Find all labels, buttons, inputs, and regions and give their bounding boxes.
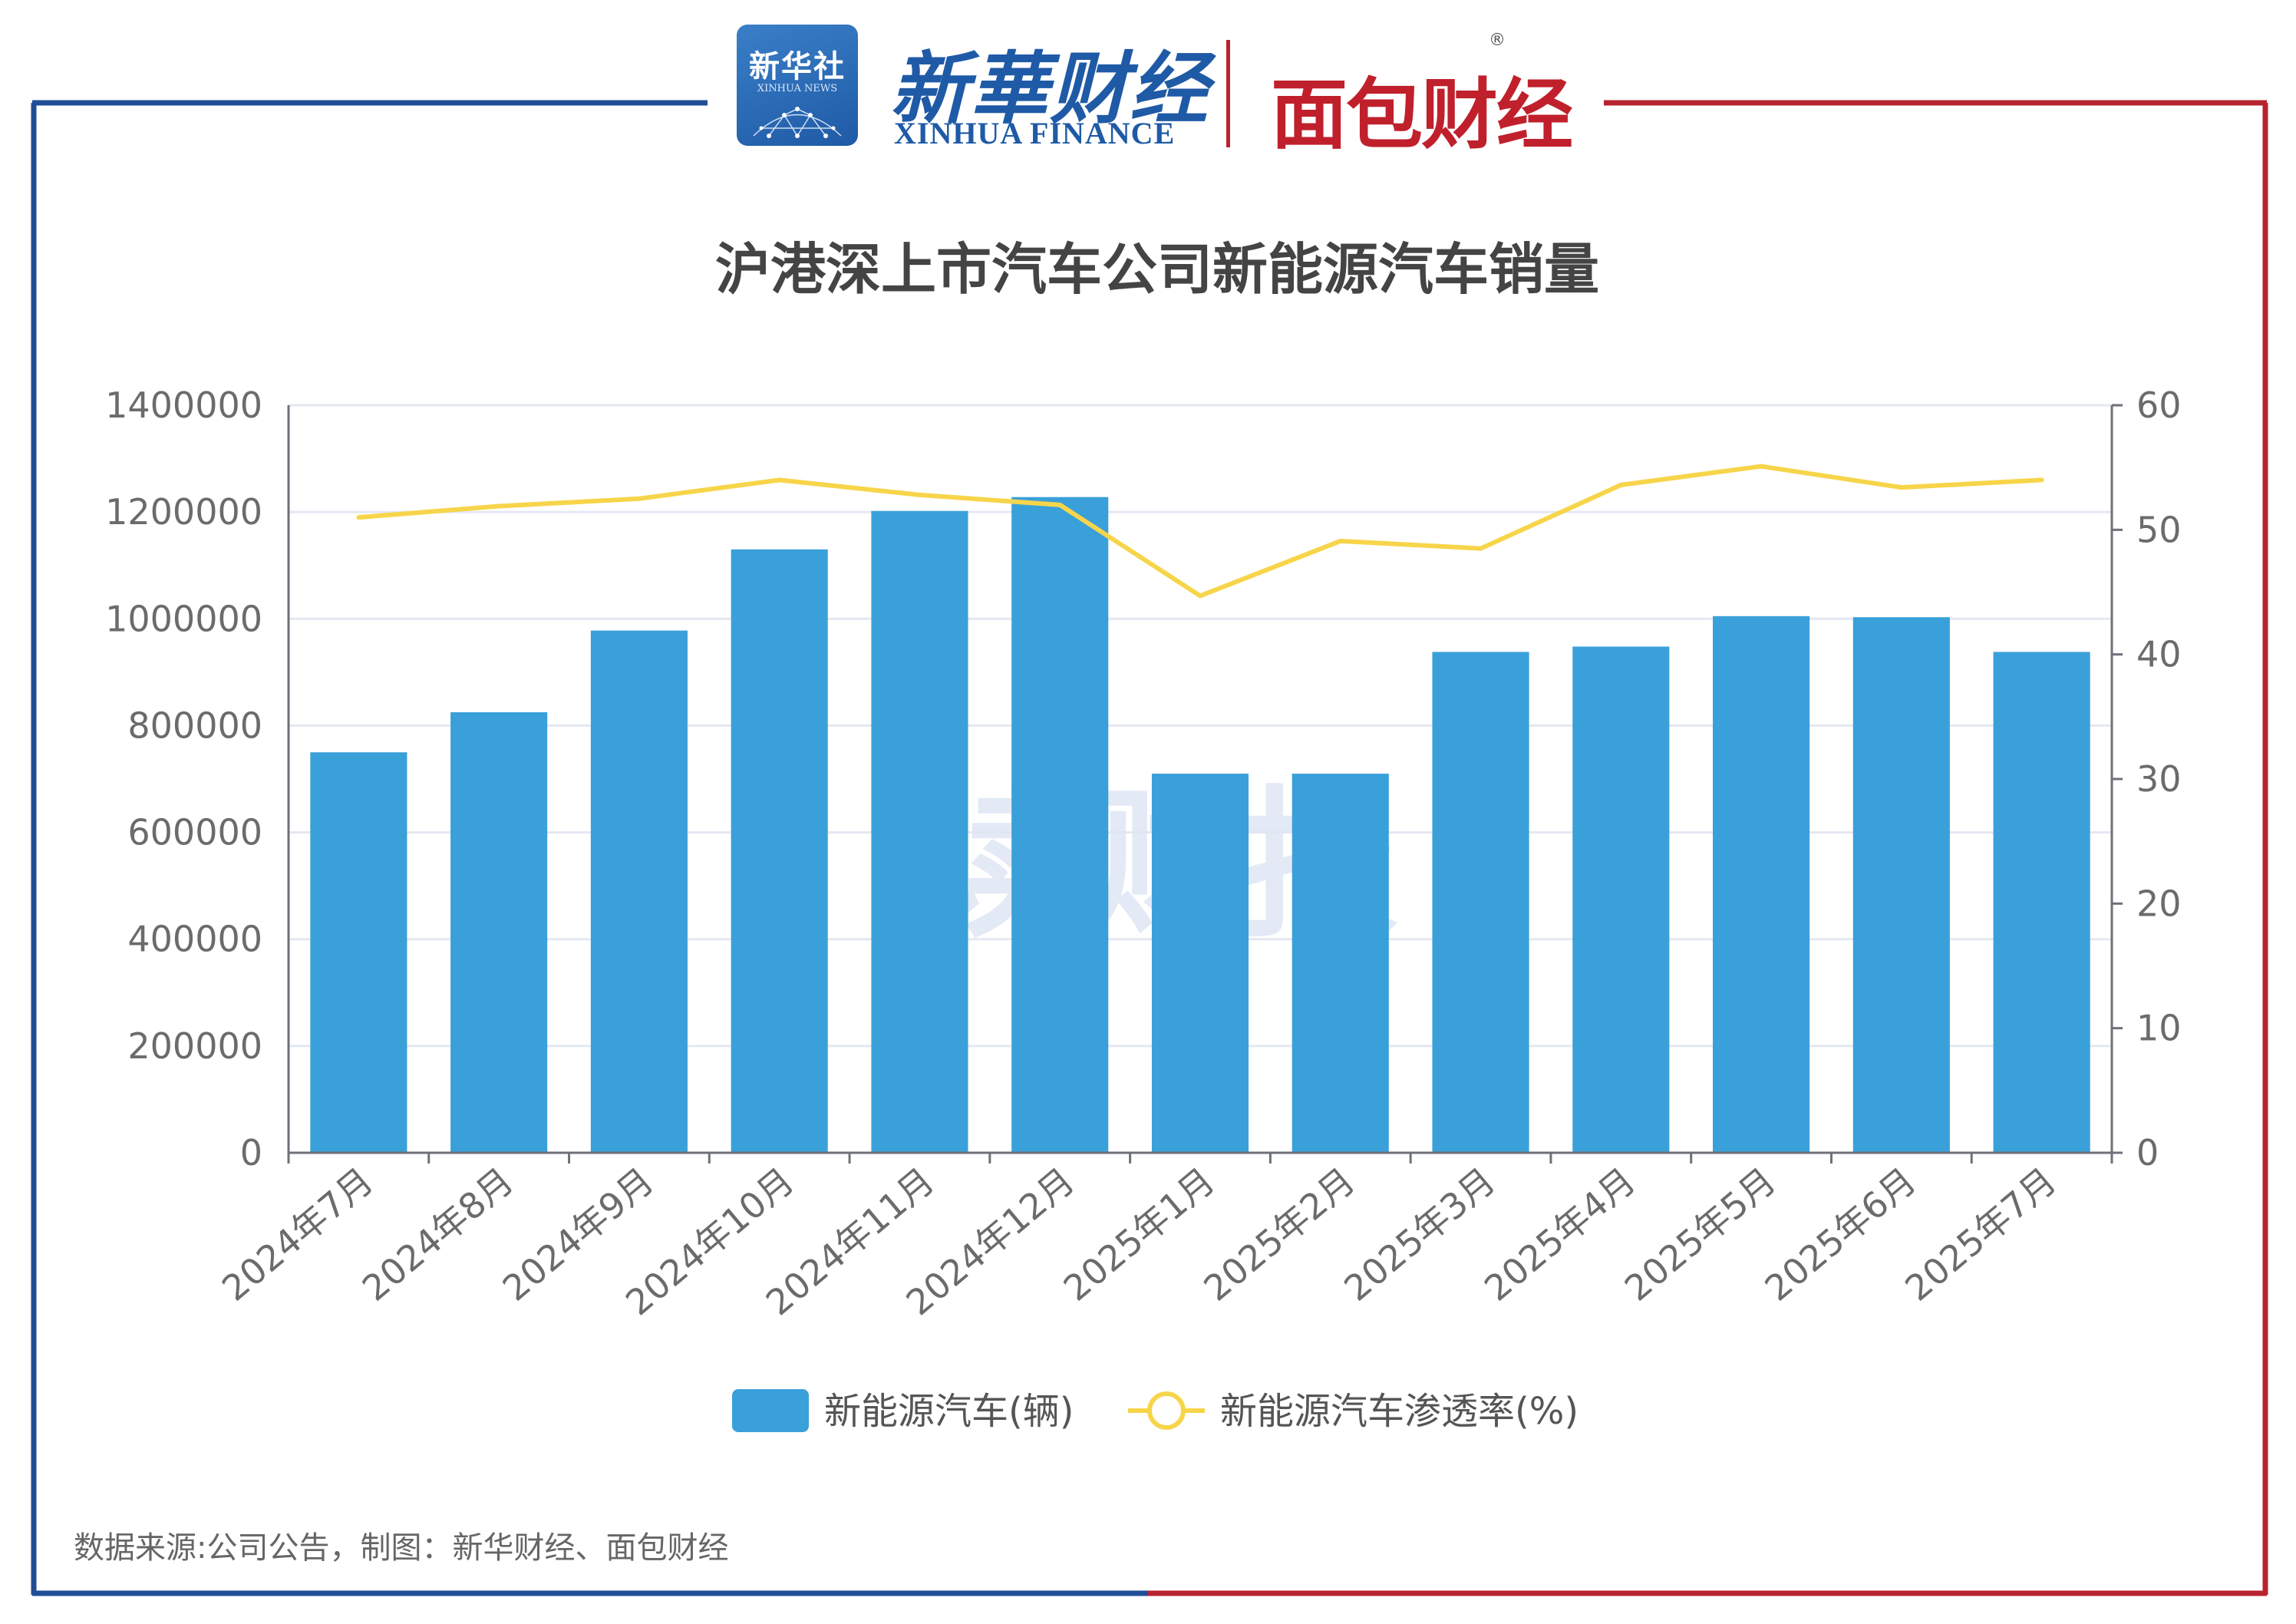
y-right-tick-label: 0 <box>2136 1132 2159 1173</box>
legend-line-marker <box>1147 1391 1186 1430</box>
line-point <box>1057 502 1063 507</box>
y-left-tick-label: 1000000 <box>105 598 262 639</box>
x-tick-label: 2025年5月 <box>1617 1160 1783 1309</box>
chart-title: 沪港深上市汽车公司新能源汽车销量 <box>715 237 1599 302</box>
y-right-tick-label: 20 <box>2136 883 2182 924</box>
xinhua-finance-logo-en: XINHUA FINANCE <box>894 116 1176 150</box>
line-point <box>1618 482 1624 487</box>
y-left-tick-label: 600000 <box>127 812 262 853</box>
line-point <box>356 515 361 520</box>
xinhua-badge-sublabel: XINHUA NEWS <box>757 83 838 94</box>
bar <box>1432 652 1529 1153</box>
penetration-line <box>358 464 2042 599</box>
line-point <box>496 503 502 509</box>
bar-series <box>310 497 2090 1153</box>
bar <box>1713 616 1810 1153</box>
bar <box>1292 774 1389 1153</box>
y-right-tick-label: 50 <box>2136 509 2182 550</box>
x-tick-label: 2025年4月 <box>1476 1160 1643 1309</box>
line-point <box>917 492 922 497</box>
network-icon <box>753 107 842 138</box>
bar <box>1151 774 1249 1153</box>
line-point <box>2039 477 2044 483</box>
registered-mark: ® <box>1489 31 1506 50</box>
y-left-tick-label: 200000 <box>127 1025 262 1067</box>
legend-bar-label: 新能源汽车(辆) <box>824 1390 1074 1433</box>
header-logos: 新华社 XINHUA NEWS 新華财经 XINHUA FINANCE 面包财经… <box>737 21 1581 160</box>
bar <box>450 712 548 1153</box>
y-left-tick-label: 1400000 <box>105 385 262 426</box>
bar <box>1852 617 1950 1153</box>
y-axis-left-labels: 0 200000 400000 600000 800000 1000000 1200000 1… <box>105 385 262 1173</box>
line-point <box>1759 464 1764 469</box>
x-tick-label: 2024年8月 <box>355 1160 521 1309</box>
x-tick-label: 2025年2月 <box>1196 1160 1363 1309</box>
x-tick-label: 2025年6月 <box>1757 1160 1924 1309</box>
bar <box>590 630 688 1153</box>
line-series <box>356 464 2044 599</box>
source-footnote: 数据来源:公司公告，制图：新华财经、面包财经 <box>74 1530 729 1566</box>
y-left-tick-label: 1200000 <box>105 491 262 533</box>
xinhua-news-logo: 新华社 XINHUA NEWS <box>737 25 858 146</box>
bar <box>310 752 407 1153</box>
axes <box>287 404 2123 1164</box>
line-point <box>636 496 642 501</box>
bar <box>731 549 828 1153</box>
line-point <box>777 477 782 483</box>
y-right-tick-label: 10 <box>2136 1008 2182 1049</box>
line-point <box>1898 485 1904 490</box>
xinhua-finance-logo-cn: 新華财经 <box>890 43 1209 135</box>
y-right-tick-label: 40 <box>2136 634 2182 675</box>
bar <box>1572 646 1670 1153</box>
legend: 新能源汽车(辆) 新能源汽车渗透率(%) <box>732 1389 1578 1433</box>
x-tick-label: 2025年7月 <box>1897 1160 2063 1309</box>
mianbao-finance-logo: 面包财经 <box>1271 70 1573 160</box>
bar <box>871 510 968 1153</box>
y-right-tick-label: 30 <box>2136 758 2182 800</box>
y-left-tick-label: 0 <box>240 1132 262 1173</box>
legend-line-label: 新能源汽车渗透率(%) <box>1220 1390 1578 1433</box>
x-axis-labels: 2024年7月2024年8月2024年9月2024年10月2024年11月202… <box>214 1160 2064 1323</box>
header-divider <box>1226 40 1230 147</box>
line-point <box>1338 538 1343 543</box>
bar <box>1993 652 2090 1153</box>
y-left-tick-label: 800000 <box>127 705 262 746</box>
x-tick-label: 2025年3月 <box>1336 1160 1503 1309</box>
line-point <box>1478 546 1483 551</box>
bar <box>1011 497 1109 1153</box>
line-point <box>1198 593 1202 599</box>
legend-bar-swatch <box>732 1389 809 1432</box>
y-left-tick-label: 400000 <box>127 919 262 960</box>
xinhua-badge-label: 新华社 <box>749 49 846 84</box>
y-axis-right-labels: 0 10 20 30 40 50 60 <box>2136 385 2182 1173</box>
x-tick-label: 2024年7月 <box>214 1160 381 1309</box>
y-right-tick-label: 60 <box>2136 385 2182 426</box>
x-tick-label: 2025年1月 <box>1056 1160 1222 1309</box>
